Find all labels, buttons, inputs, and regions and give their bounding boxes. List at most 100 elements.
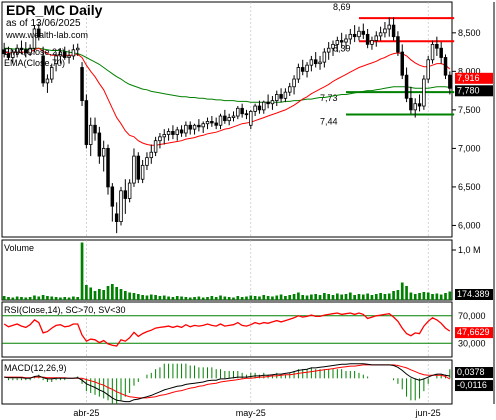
volume-bar: [383, 294, 387, 300]
candle: [84, 100, 89, 145]
x-tick-label: abr-25: [73, 408, 99, 418]
volume-bar: [301, 295, 305, 300]
volume-bar: [206, 297, 209, 300]
candle: [119, 190, 123, 222]
volume-bar: [193, 297, 196, 300]
candle: [71, 49, 76, 57]
volume-title: Volume: [4, 243, 34, 253]
volume-bar: [253, 296, 257, 300]
volume-bar: [335, 293, 339, 300]
candle: [214, 122, 218, 126]
volume-bar: [426, 292, 430, 300]
volume-bar: [37, 296, 41, 300]
volume-bar: [201, 297, 205, 300]
candle: [396, 36, 400, 53]
rsi-badge: 47,6629: [457, 327, 490, 337]
candle: [110, 186, 115, 207]
candle: [378, 32, 383, 37]
candle: [231, 115, 236, 118]
candle: [2, 49, 6, 55]
candle: [422, 78, 426, 107]
volume-bar: [59, 297, 62, 300]
candle: [114, 213, 119, 222]
volume-bar: [98, 289, 101, 300]
volume-bar: [448, 291, 452, 300]
volume-bar: [327, 294, 331, 300]
candle: [67, 55, 71, 58]
volume-bar: [11, 297, 15, 300]
volume-bar: [171, 297, 175, 300]
volume-bar: [28, 297, 32, 300]
volume-bar: [314, 294, 318, 300]
candle: [58, 51, 63, 57]
candle: [357, 30, 361, 38]
macd-signal-badge-bg: [455, 380, 493, 392]
volume-bar: [15, 296, 19, 300]
volume-bar: [387, 293, 391, 300]
candle: [205, 121, 210, 125]
volume-bar: [284, 296, 287, 300]
volume-bar: [123, 291, 127, 300]
volume-bar: [344, 294, 348, 300]
candle: [417, 103, 422, 107]
candle: [201, 123, 205, 128]
candle: [409, 97, 413, 111]
volume-bar: [24, 297, 28, 300]
volume-bar: [418, 293, 421, 300]
candle: [101, 147, 106, 157]
candle: [123, 190, 128, 199]
candle: [223, 115, 227, 122]
candle: [80, 67, 84, 102]
volume-bar: [357, 294, 361, 300]
candle: [37, 28, 41, 38]
candle: [305, 64, 309, 72]
volume-bar: [184, 297, 188, 300]
candle: [387, 24, 392, 30]
volume-bar: [85, 285, 88, 300]
candle: [400, 51, 404, 76]
volume-badge: 174.389: [457, 289, 490, 299]
macd-line: [4, 363, 450, 403]
candle: [296, 67, 301, 80]
volume-bar: [422, 292, 426, 300]
candle: [318, 61, 322, 65]
volume-bar: [102, 290, 106, 300]
volume-bar: [409, 292, 413, 300]
candle: [249, 111, 253, 126]
volume-bar: [374, 294, 378, 300]
candle: [326, 47, 331, 53]
rsi-y-label: 30,000: [458, 338, 486, 348]
panel-vol: [1, 239, 453, 301]
rsi-badge-bg: [455, 327, 493, 339]
candle: [50, 67, 54, 80]
candle: [292, 78, 296, 88]
candle: [253, 105, 257, 112]
candle: [257, 105, 262, 111]
candle: [270, 100, 275, 105]
volume-bar: [7, 297, 10, 300]
volume-bar: [249, 295, 253, 300]
volume-bar: [439, 294, 443, 300]
candle: [430, 43, 435, 61]
candle: [88, 124, 93, 145]
candle: [448, 74, 452, 89]
volume-bar: [236, 296, 240, 300]
volume-bar: [232, 297, 235, 300]
candle: [313, 59, 318, 65]
macd-badge-bg: [455, 367, 493, 379]
volume-bar: [115, 287, 119, 300]
volume-bar: [340, 294, 344, 300]
volume-bar: [67, 297, 71, 300]
candle: [158, 136, 162, 142]
volume-bar: [145, 295, 149, 300]
candle: [370, 40, 374, 45]
macd-signal-badge: -0,0116: [457, 380, 487, 390]
x-tick-label: may-25: [236, 408, 266, 418]
candle: [6, 53, 11, 58]
candle: [32, 28, 37, 49]
volume-bar: [288, 295, 292, 300]
volume-bar: [348, 292, 352, 300]
volume-bar: [2, 296, 6, 300]
candle: [15, 47, 19, 53]
